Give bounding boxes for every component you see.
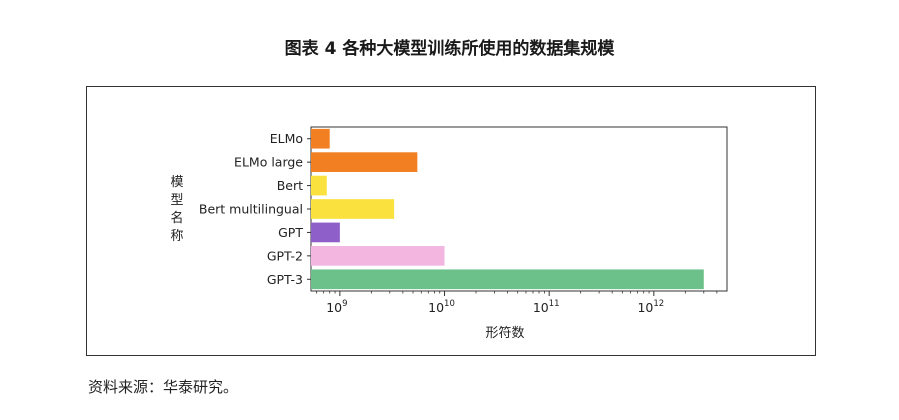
y-axis-label-char: 称: [170, 229, 183, 244]
y-tick-label: Bert multilingual: [199, 202, 303, 217]
y-tick-label: GPT-3: [267, 272, 303, 287]
x-tick-label: 1012: [637, 299, 664, 315]
figure-title: 图表 4 各种大模型训练所使用的数据集规模: [284, 39, 615, 59]
y-axis-label-char: 模: [170, 175, 183, 190]
bar-gpt-2: [311, 246, 445, 266]
y-axis-label-char: 型: [170, 193, 183, 208]
y-tick-label: GPT-2: [267, 248, 303, 263]
x-tick-label: 1010: [428, 299, 455, 315]
y-tick-label: ELMo large: [234, 155, 303, 170]
bar-gpt-3: [311, 269, 704, 290]
bar-chart: ELMo ELMo large Bert Bert multilingual GPT GP…: [170, 126, 728, 341]
bar-bert-multilingual: [311, 199, 395, 219]
y-axis-label-char: 名: [170, 210, 183, 226]
y-tick-label: ELMo: [270, 131, 303, 146]
x-tick-label: 1011: [533, 299, 560, 315]
x-axis-label: 形符数: [485, 325, 524, 341]
bar-gpt: [311, 222, 340, 243]
y-tick-label: Bert: [277, 178, 303, 193]
chart-frame: ELMo ELMo large Bert Bert multilingual GPT GP…: [86, 86, 816, 356]
x-tick-layer: 109 1010 1011 1012: [316, 291, 718, 315]
y-tick-label: GPT: [278, 225, 303, 240]
bar-elmo-large: [311, 152, 418, 172]
x-tick-label: 109: [326, 299, 347, 315]
bar-bert: [311, 175, 327, 196]
source-note: 资料来源：华泰研究。: [88, 378, 239, 396]
y-tick-layer: ELMo ELMo large Bert Bert multilingual GPT GP…: [199, 131, 311, 287]
bars-layer: [311, 128, 704, 290]
bar-elmo: [311, 128, 330, 149]
